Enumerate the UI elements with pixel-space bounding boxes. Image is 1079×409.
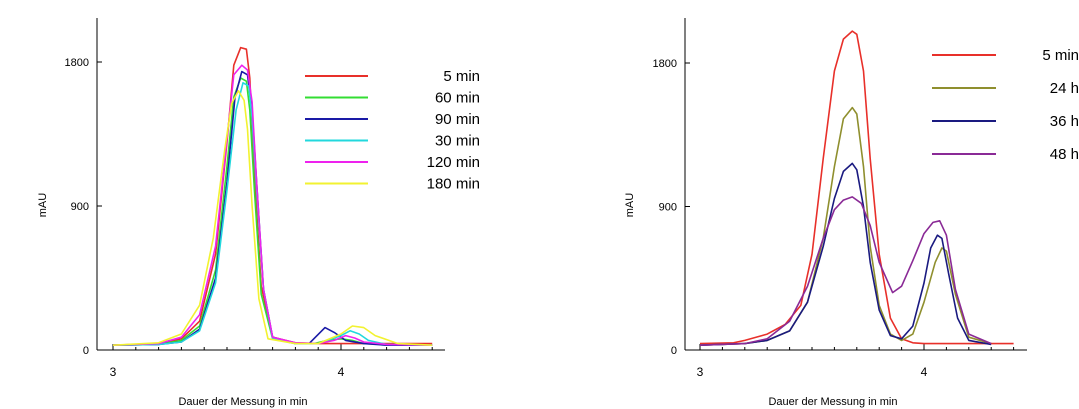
y-tick-label: 0 [671,345,677,357]
y-tick-label: 1800 [65,57,89,69]
chart-2: 0 900 1800 3 4 Dauer der Messung in min mAU 5 m… [624,18,1079,408]
y-tick-label: 900 [659,202,677,214]
legend-label: 5 min [443,68,480,85]
legend-label: 5 min [1042,47,1079,64]
x-tick-label: 4 [921,365,928,379]
x-axis-label: Dauer der Messung in min [768,396,897,408]
y-tick-label: 0 [83,345,89,357]
legend: 5 min 60 min 90 min 30 min 120 min 180 min [305,68,480,193]
x-tick-label: 4 [338,365,345,379]
legend-label: 180 min [427,176,480,193]
series-line-4 [112,82,433,346]
legend-label: 24 h [1050,80,1079,97]
series-line-2 [699,106,992,346]
x-tick-label: 3 [110,365,117,379]
series-line-2 [112,77,433,346]
series-line-3 [112,70,433,346]
series-line-5 [112,64,433,346]
series-line-3 [699,162,992,346]
legend-label: 60 min [435,90,480,107]
legend-label: 36 h [1050,113,1079,130]
legend-label: 30 min [435,133,480,150]
y-tick-label: 900 [71,201,89,213]
series-line-4 [699,196,992,346]
chart-1: 0 900 1800 3 4 Dauer der Messung in min mAU 5 m… [37,18,480,408]
legend: 5 min 24 h 36 h 48 h [932,47,1079,163]
x-tick-label: 3 [697,365,704,379]
x-axis-label: Dauer der Messung in min [178,396,307,408]
series-line-6 [112,90,433,346]
series-line-1 [112,46,433,346]
y-tick-label: 1800 [653,58,677,70]
series-line-1 [699,30,1014,345]
y-axis-label: mAU [37,193,49,218]
legend-label: 90 min [435,111,480,128]
legend-label: 48 h [1050,146,1079,163]
legend-label: 120 min [427,154,480,171]
y-axis-label: mAU [624,193,636,218]
